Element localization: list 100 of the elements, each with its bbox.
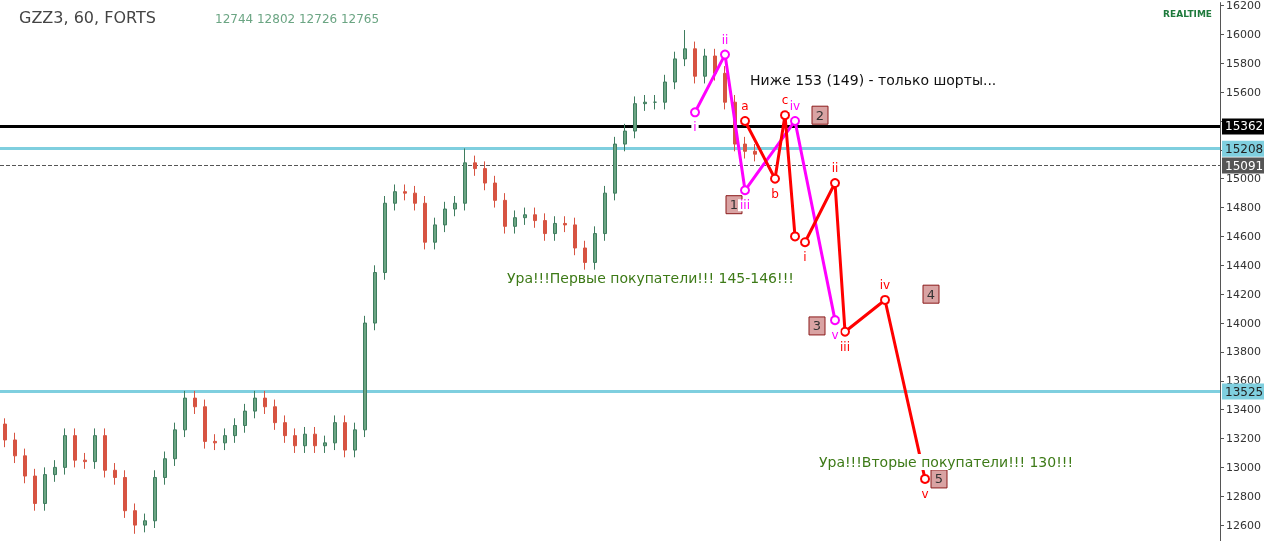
data-label: v xyxy=(921,486,929,501)
candlestick xyxy=(63,427,67,476)
candlestick xyxy=(403,183,407,201)
candlestick xyxy=(413,185,417,211)
point xyxy=(920,473,931,484)
candlestick xyxy=(93,427,97,470)
y-tick-label: 12800 xyxy=(1226,489,1262,503)
y-tick-label: 14800 xyxy=(1226,201,1262,215)
data-label: ii xyxy=(831,161,839,176)
point xyxy=(880,294,891,305)
candlestick xyxy=(33,468,37,512)
candlestick xyxy=(433,217,437,250)
y-tick-label: 13200 xyxy=(1226,432,1262,446)
annotation: Ура!!!Первые покупатели!!! 145-146!!! xyxy=(507,270,794,286)
point xyxy=(840,326,851,337)
candlestick xyxy=(533,207,537,229)
candlestick xyxy=(83,452,87,470)
candlestick xyxy=(563,215,567,233)
point xyxy=(690,107,700,118)
annotation: REALTIME xyxy=(1163,8,1213,19)
candlestick xyxy=(723,65,727,110)
point xyxy=(830,315,841,326)
candlestick xyxy=(213,433,217,451)
candlestick xyxy=(593,225,597,271)
candlestick xyxy=(463,147,467,211)
data-label: i xyxy=(693,120,697,135)
candlestick xyxy=(253,390,257,419)
candlestick xyxy=(363,315,367,438)
candlestick xyxy=(683,29,687,67)
candlestick xyxy=(43,466,47,512)
data-label: iii xyxy=(740,198,751,213)
data-label: a xyxy=(741,98,749,113)
candlestick xyxy=(633,95,637,139)
point xyxy=(720,49,730,60)
candlestick xyxy=(243,403,247,434)
candlestick xyxy=(263,390,267,415)
y-tick-label: 16200 xyxy=(1226,0,1262,12)
candlestick xyxy=(643,94,647,112)
ref-line-label: 13525 xyxy=(1225,384,1264,399)
chart-title: GZZ3, 60, FORTS xyxy=(19,7,156,27)
candlestick xyxy=(113,462,117,486)
y-tick-label: 15000 xyxy=(1226,172,1262,186)
point xyxy=(740,115,750,126)
data-label: v xyxy=(831,328,839,343)
annotation: 5 xyxy=(934,471,944,487)
annotation: Ниже 153 (149) - только шорты... xyxy=(750,72,997,88)
candlestick xyxy=(133,502,137,535)
point xyxy=(830,178,841,189)
data-label: b xyxy=(771,186,779,201)
candlestick xyxy=(583,240,587,271)
candlestick xyxy=(393,183,397,211)
candlestick xyxy=(13,432,17,464)
candlestick xyxy=(503,192,507,235)
data-label: iv xyxy=(879,277,891,292)
candlestick xyxy=(753,143,757,162)
data-label: iii xyxy=(840,339,851,354)
candlestick xyxy=(53,459,57,483)
y-tick-label: 12600 xyxy=(1226,518,1262,532)
y-tick-label: 13400 xyxy=(1226,403,1262,417)
candlestick xyxy=(323,435,327,454)
data-label: i xyxy=(803,250,807,265)
y-tick-label: 14400 xyxy=(1226,258,1262,272)
candlestick xyxy=(203,399,207,450)
candlestick xyxy=(3,417,7,448)
y-tick-label: 13000 xyxy=(1226,460,1262,474)
candlestick xyxy=(573,217,577,256)
candlestick xyxy=(343,414,347,458)
candlestick xyxy=(313,426,317,454)
candlestick xyxy=(193,390,197,415)
candlestick xyxy=(273,399,277,431)
candlestick xyxy=(233,417,237,444)
candlestick xyxy=(693,41,697,84)
candlestick xyxy=(163,451,167,486)
candlestick xyxy=(473,155,477,177)
y-tick-label: 14600 xyxy=(1226,229,1262,243)
annotation: 4 xyxy=(926,286,936,302)
text: 12744 12802 12726 12765 xyxy=(215,12,380,26)
candlestick xyxy=(73,427,77,468)
candlestick xyxy=(153,469,157,529)
candlestick xyxy=(603,185,607,242)
annotation: 3 xyxy=(812,318,822,334)
candlestick xyxy=(663,74,667,110)
candlestick xyxy=(223,427,227,451)
candlestick xyxy=(283,414,287,444)
annotation: 1 xyxy=(729,197,739,213)
candlestick xyxy=(183,390,187,438)
candlestick xyxy=(173,422,177,467)
annotation: 2 xyxy=(815,107,825,123)
candlestick xyxy=(453,195,457,217)
candlestick xyxy=(143,513,147,533)
candlestick xyxy=(493,175,497,209)
candlestick xyxy=(383,195,387,281)
candlestick xyxy=(613,136,617,201)
ref-line-label: 15362 xyxy=(1225,119,1264,134)
point xyxy=(800,237,810,248)
y-tick-label: 14200 xyxy=(1226,287,1262,301)
candlestick xyxy=(333,414,337,451)
candlestick xyxy=(353,422,357,458)
y-tick-label: 16000 xyxy=(1226,27,1262,41)
data-label: c xyxy=(781,93,789,108)
